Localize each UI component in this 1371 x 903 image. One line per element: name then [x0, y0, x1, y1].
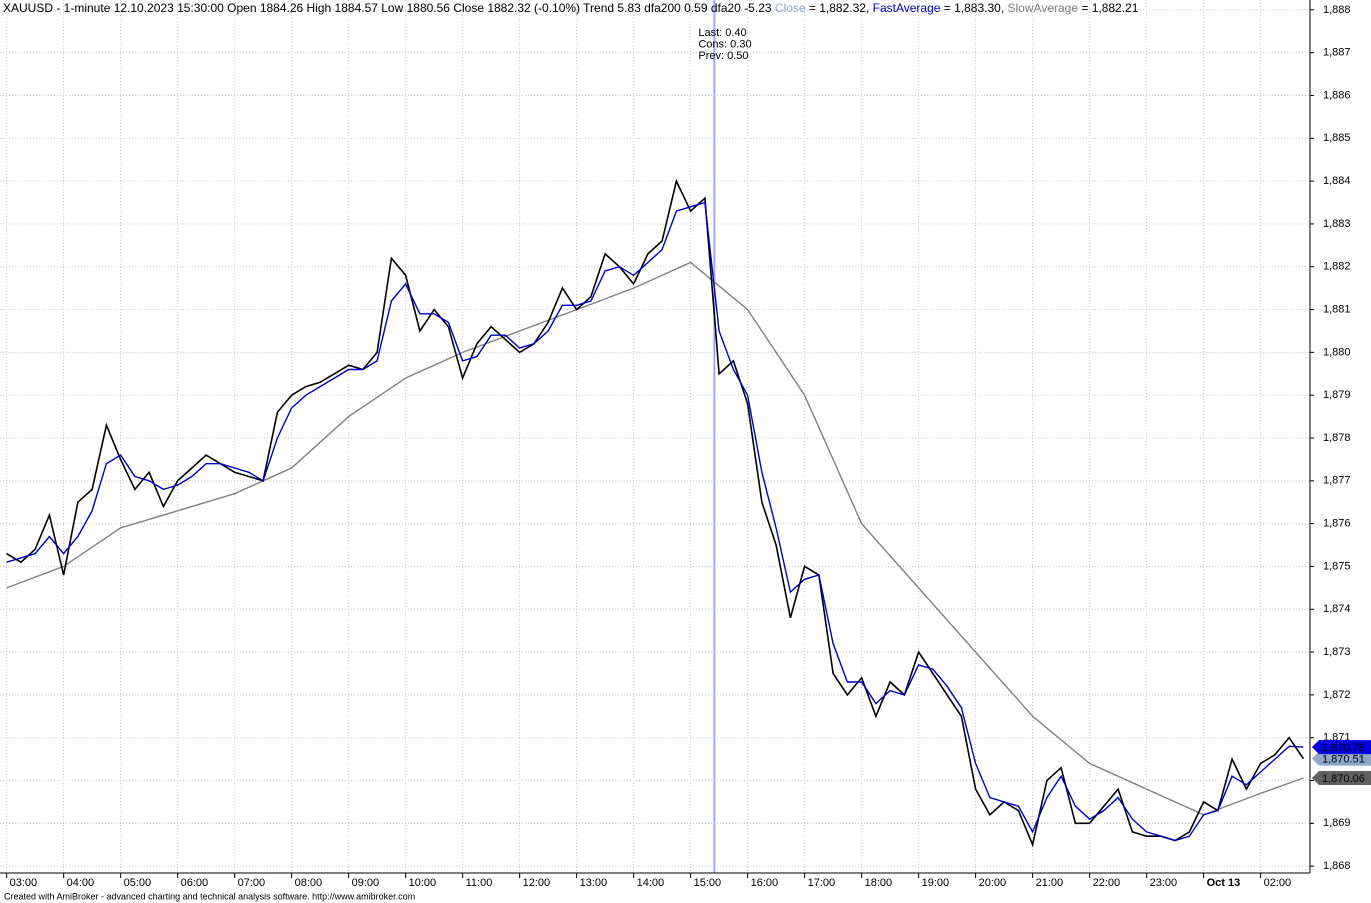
x-tick-label: 04:00: [67, 877, 95, 889]
value-label: 1,870.06: [1322, 773, 1365, 785]
x-tick-label: 02:00: [1264, 877, 1292, 889]
y-tick-label: 1,875: [1323, 560, 1351, 572]
y-tick-label: 1,874: [1323, 603, 1351, 615]
cursor-label: Cons: 0.30: [698, 38, 751, 50]
cursor-label: Last: 0.40: [698, 27, 746, 39]
x-tick-label: 23:00: [1150, 877, 1178, 889]
x-tick-label: 18:00: [865, 877, 893, 889]
y-tick-label: 1,887: [1323, 47, 1351, 59]
x-tick-label: 10:00: [409, 877, 437, 889]
x-tick-label: 22:00: [1093, 877, 1121, 889]
cursor-label: Prev: 0.50: [698, 50, 748, 62]
title-part: XAUUSD - 1-minute 12.10.2023 15:30:00 Op…: [3, 1, 775, 15]
y-tick-label: 1,872: [1323, 689, 1351, 701]
x-tick-label: 08:00: [295, 877, 323, 889]
y-tick-label: 1,888: [1323, 4, 1351, 16]
x-tick-label: 06:00: [181, 877, 209, 889]
y-tick-label: 1,885: [1323, 132, 1351, 144]
value-label-box: [1312, 751, 1371, 766]
y-tick-label: 1,869: [1323, 817, 1351, 829]
y-tick-label: 1,873: [1323, 646, 1351, 658]
y-tick-label: 1,884: [1323, 175, 1351, 187]
title-part: = 1,882.32,: [806, 1, 873, 15]
x-tick-label: 12:00: [523, 877, 551, 889]
x-tick-label: 21:00: [1036, 877, 1064, 889]
x-tick-label: 11:00: [466, 877, 493, 889]
value-label: 1,870.78: [1322, 742, 1365, 754]
title-part: FastAverage: [873, 1, 941, 15]
value-label-box: [1312, 740, 1371, 755]
grid: [0, 0, 1310, 873]
x-tick-label: 19:00: [922, 877, 950, 889]
series-line: [6, 261, 1304, 816]
value-label-box: [1312, 770, 1371, 785]
x-tick-label: 05:00: [124, 877, 152, 889]
y-tick-label: 1,877: [1323, 475, 1351, 487]
y-tick-label: 1,879: [1323, 389, 1351, 401]
y-tick-label: 1,878: [1323, 432, 1351, 444]
y-tick-label: 1,886: [1323, 89, 1351, 101]
y-tick-label: 1,882: [1323, 261, 1351, 273]
x-tick-label: 03:00: [10, 877, 38, 889]
x-tick-label: 14:00: [637, 877, 665, 889]
x-tick-label: 20:00: [979, 877, 1007, 889]
value-label: 1,870.51: [1322, 754, 1365, 766]
title-part: = 1,882.21: [1078, 1, 1139, 15]
x-tick-label: 17:00: [808, 877, 836, 889]
y-tick-label: 1,881: [1323, 303, 1351, 315]
chart-title: XAUUSD - 1-minute 12.10.2023 15:30:00 Op…: [3, 1, 1139, 15]
x-tick-label: 13:00: [580, 877, 608, 889]
title-part: SlowAverage: [1008, 1, 1079, 15]
x-tick-label: 07:00: [238, 877, 266, 889]
x-tick-label: Oct 13: [1207, 877, 1241, 889]
footer: Created with AmiBroker - advanced charti…: [4, 891, 415, 901]
series-line: [6, 201, 1304, 842]
title-part: Close: [775, 1, 806, 15]
x-tick-label: 16:00: [751, 877, 779, 889]
title-part: = 1,883.30,: [940, 1, 1007, 15]
y-tick-label: 1,868: [1323, 860, 1351, 872]
x-tick-label: 15:00: [694, 877, 722, 889]
plot: [6, 0, 1305, 873]
y-tick-label: 1,876: [1323, 518, 1351, 530]
y-tick-label: 1,883: [1323, 218, 1351, 230]
x-tick-label: 09:00: [352, 877, 380, 889]
y-tick-label: 1,880: [1323, 346, 1351, 358]
